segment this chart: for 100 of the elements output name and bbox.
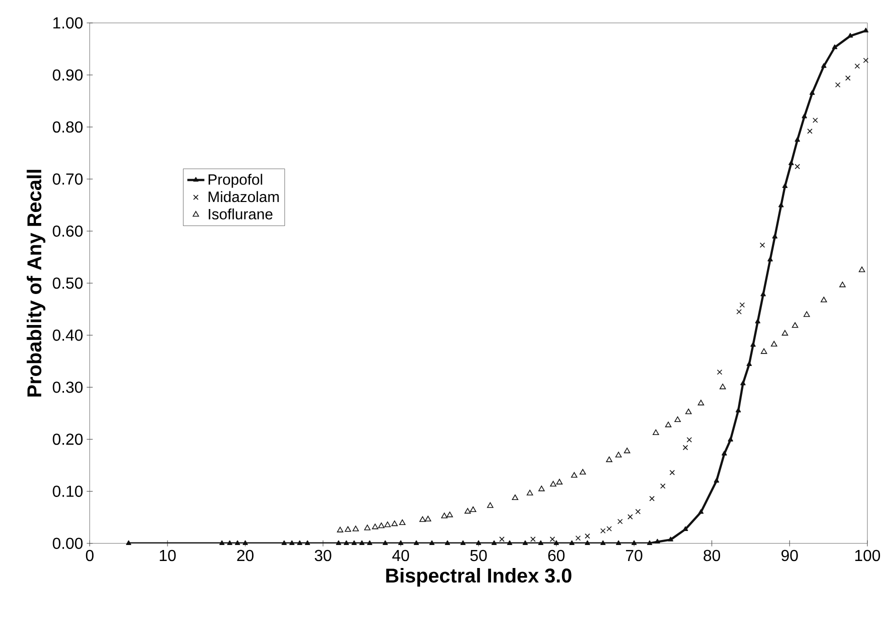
point [414, 540, 419, 546]
point [359, 540, 365, 546]
point [835, 82, 840, 88]
point [538, 486, 545, 492]
y-tick-label: 0.70 [52, 173, 83, 185]
y-tick-label: 0.90 [52, 69, 83, 81]
y-tick-label: 0.60 [52, 225, 83, 237]
y-tick-label: 0.80 [52, 121, 83, 133]
point [600, 540, 606, 546]
point [441, 512, 448, 518]
point [580, 468, 586, 475]
point [770, 340, 778, 347]
y-tick-label: 0.00 [52, 538, 83, 549]
point [714, 478, 720, 483]
point [649, 496, 655, 502]
point [398, 540, 404, 546]
point [512, 494, 518, 500]
legend-label: Propofol [208, 174, 262, 188]
point [720, 384, 726, 390]
point [760, 348, 768, 354]
x-tick-label: 20 [237, 550, 254, 562]
y-tick-label: 0.40 [52, 330, 83, 341]
point [631, 540, 637, 546]
point [364, 524, 371, 530]
point [384, 522, 391, 528]
point [698, 509, 704, 514]
point [682, 526, 688, 531]
point [429, 540, 435, 546]
point [297, 540, 302, 546]
point [378, 522, 385, 528]
point [760, 292, 766, 296]
point [522, 540, 528, 546]
point [760, 242, 766, 248]
point [665, 422, 672, 428]
point [848, 32, 853, 38]
point [722, 450, 727, 456]
y-tick-label: 0.50 [52, 277, 83, 289]
point [499, 536, 505, 542]
point [584, 533, 590, 539]
point [668, 536, 674, 542]
point [698, 400, 704, 406]
point [782, 183, 788, 188]
point [569, 540, 575, 546]
point [792, 322, 798, 328]
point [460, 540, 466, 546]
x-tick-label: 0 [86, 550, 94, 562]
point [351, 540, 357, 546]
point [782, 330, 788, 336]
point [755, 318, 760, 324]
point [628, 514, 633, 520]
point [476, 540, 482, 546]
point [616, 540, 622, 546]
point [858, 266, 866, 272]
point [807, 128, 812, 134]
point [234, 540, 240, 546]
x-axis-title: Bispectral Index 3.0 [386, 568, 572, 587]
point [746, 361, 752, 366]
point [584, 540, 590, 546]
point [654, 538, 660, 544]
point [802, 114, 808, 118]
point [839, 282, 846, 288]
point [526, 490, 534, 496]
point [740, 302, 745, 308]
x-tick-label: 10 [160, 550, 176, 562]
point [367, 540, 372, 546]
point [617, 518, 623, 524]
x-tick-label: 70 [626, 550, 642, 562]
point [646, 540, 652, 546]
point [716, 369, 722, 375]
point [660, 483, 666, 489]
point [615, 452, 622, 458]
point [372, 524, 378, 530]
point [740, 380, 746, 386]
point [804, 311, 810, 317]
point [736, 408, 741, 412]
point [554, 540, 559, 546]
point [820, 296, 827, 302]
y-tick-label: 0.30 [52, 382, 83, 393]
point [670, 470, 675, 476]
x-tick-label: 60 [548, 550, 565, 562]
point [686, 437, 692, 442]
point [444, 540, 450, 546]
point [487, 502, 494, 508]
point [821, 63, 826, 68]
point [810, 90, 815, 95]
point [219, 540, 225, 546]
point [788, 160, 794, 166]
point [470, 506, 476, 512]
point [491, 540, 497, 546]
point [289, 540, 295, 546]
point [794, 136, 800, 142]
x-tick-label: 100 [855, 550, 880, 562]
legend-label: Midazolam [208, 191, 279, 202]
point [685, 408, 692, 414]
point [419, 516, 426, 522]
point [227, 540, 232, 546]
x-tick-label: 50 [470, 550, 487, 562]
x-tick-label: 30 [314, 550, 332, 562]
point [391, 520, 398, 526]
point [446, 512, 453, 518]
